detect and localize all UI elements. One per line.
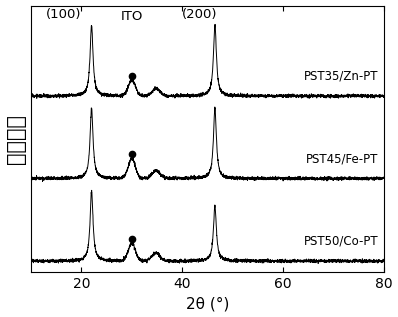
X-axis label: 2θ (°): 2θ (°): [186, 296, 229, 311]
Text: (200): (200): [182, 8, 218, 21]
Text: (100): (100): [46, 8, 82, 21]
Text: PST45/Fe-PT: PST45/Fe-PT: [306, 152, 378, 165]
Text: PST35/Zn-PT: PST35/Zn-PT: [304, 70, 378, 83]
Text: ITO: ITO: [121, 10, 143, 23]
Text: PST50/Co-PT: PST50/Co-PT: [304, 235, 378, 248]
Y-axis label: 衍射强度: 衍射强度: [6, 114, 25, 164]
